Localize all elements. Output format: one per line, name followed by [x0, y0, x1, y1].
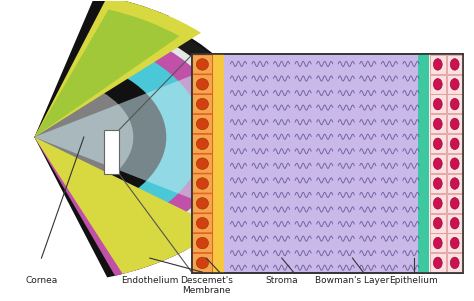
Bar	[430, 114, 446, 133]
Ellipse shape	[196, 178, 209, 189]
Ellipse shape	[433, 118, 442, 130]
Text: Stroma: Stroma	[265, 276, 298, 285]
Wedge shape	[35, 26, 228, 248]
Ellipse shape	[450, 98, 459, 110]
Bar	[418, 54, 429, 273]
Bar	[429, 54, 463, 273]
Text: Cornea: Cornea	[25, 276, 57, 285]
FancyBboxPatch shape	[192, 154, 212, 173]
Ellipse shape	[450, 138, 459, 150]
Bar	[447, 253, 463, 272]
Ellipse shape	[450, 257, 459, 269]
Ellipse shape	[196, 237, 209, 249]
Bar	[430, 134, 446, 153]
Bar	[447, 114, 463, 133]
Ellipse shape	[450, 118, 459, 130]
Bar	[104, 130, 119, 174]
Wedge shape	[35, 137, 220, 274]
Bar	[447, 174, 463, 193]
Wedge shape	[35, 40, 204, 234]
FancyBboxPatch shape	[192, 114, 212, 134]
Bar	[447, 194, 463, 213]
Bar	[192, 54, 212, 273]
Wedge shape	[35, 82, 133, 192]
Bar	[447, 154, 463, 173]
Ellipse shape	[433, 257, 442, 269]
Bar	[192, 54, 463, 273]
Ellipse shape	[433, 158, 442, 169]
Ellipse shape	[433, 59, 442, 70]
Bar	[430, 75, 446, 94]
Ellipse shape	[433, 98, 442, 110]
Bar	[0, 2, 32, 296]
Bar	[447, 214, 463, 233]
Ellipse shape	[196, 257, 209, 269]
Bar	[192, 54, 463, 273]
Bar	[447, 75, 463, 94]
Ellipse shape	[196, 118, 209, 130]
Text: Endothelium: Endothelium	[121, 276, 179, 285]
FancyBboxPatch shape	[192, 55, 212, 74]
FancyBboxPatch shape	[192, 95, 212, 114]
FancyBboxPatch shape	[192, 214, 212, 233]
FancyBboxPatch shape	[192, 194, 212, 213]
Ellipse shape	[433, 237, 442, 249]
Bar	[447, 55, 463, 74]
Wedge shape	[35, 137, 186, 278]
FancyBboxPatch shape	[192, 75, 212, 94]
Bar	[430, 234, 446, 253]
Ellipse shape	[196, 197, 209, 209]
FancyBboxPatch shape	[192, 253, 212, 272]
Wedge shape	[35, 137, 201, 276]
Ellipse shape	[450, 237, 459, 249]
Wedge shape	[35, 20, 237, 255]
Ellipse shape	[196, 79, 209, 90]
Ellipse shape	[450, 79, 459, 90]
Ellipse shape	[450, 158, 459, 169]
Ellipse shape	[433, 217, 442, 229]
Bar	[447, 95, 463, 113]
Ellipse shape	[450, 178, 459, 189]
Ellipse shape	[450, 59, 459, 70]
Wedge shape	[35, 26, 228, 248]
Wedge shape	[35, 0, 201, 137]
Ellipse shape	[433, 178, 442, 189]
Wedge shape	[35, 63, 166, 211]
Text: Epithelium: Epithelium	[389, 276, 438, 285]
Ellipse shape	[450, 197, 459, 209]
Ellipse shape	[433, 138, 442, 150]
Ellipse shape	[196, 138, 209, 150]
Text: Descemet's
Membrane: Descemet's Membrane	[180, 276, 233, 295]
Ellipse shape	[196, 59, 209, 70]
FancyBboxPatch shape	[192, 174, 212, 193]
Ellipse shape	[433, 197, 442, 209]
Bar	[430, 55, 446, 74]
Bar	[430, 154, 446, 173]
Wedge shape	[35, 68, 242, 206]
Wedge shape	[35, 0, 170, 137]
Bar	[192, 54, 224, 273]
Bar	[430, 194, 446, 213]
Bar	[430, 95, 446, 113]
Bar	[430, 214, 446, 233]
Bar	[447, 234, 463, 253]
Ellipse shape	[196, 98, 209, 110]
Ellipse shape	[450, 217, 459, 229]
Bar	[430, 253, 446, 272]
Text: Bowman's Layer: Bowman's Layer	[315, 276, 390, 285]
Wedge shape	[35, 7, 256, 267]
Bar	[430, 174, 446, 193]
FancyBboxPatch shape	[192, 234, 212, 253]
Ellipse shape	[196, 158, 209, 169]
Ellipse shape	[196, 217, 209, 229]
Bar	[447, 134, 463, 153]
FancyBboxPatch shape	[192, 134, 212, 154]
Ellipse shape	[433, 79, 442, 90]
Wedge shape	[35, 10, 180, 137]
